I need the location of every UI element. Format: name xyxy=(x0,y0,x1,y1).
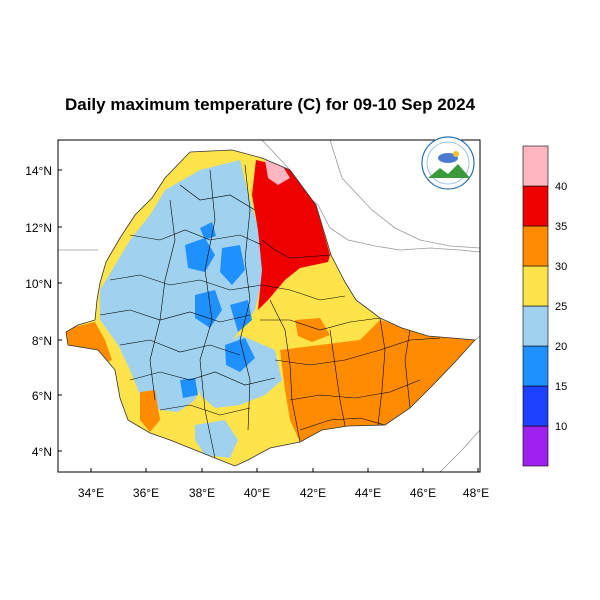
map-title: Daily maximum temperature (C) for 09-10 … xyxy=(64,95,476,114)
lon-label: 48°E xyxy=(463,486,489,500)
lon-label: 34°E xyxy=(78,486,104,500)
colorbar-box xyxy=(522,345,549,387)
lon-label: 42°E xyxy=(300,486,326,500)
colorbar-tick-label: 20 xyxy=(555,341,567,353)
colorbar-tick-label: 10 xyxy=(555,421,567,433)
lat-label: 6°N xyxy=(32,389,52,403)
lat-axis: 14°N 12°N 10°N 8°N 6°N 4°N xyxy=(25,164,62,459)
lon-label: 40°E xyxy=(244,486,270,500)
lon-label: 38°E xyxy=(189,486,215,500)
colorbar-box xyxy=(522,185,549,227)
colorbar-box xyxy=(522,425,549,467)
colorbar: 40 35 30 25 20 15 10 xyxy=(522,145,567,467)
lat-label: 8°N xyxy=(32,334,52,348)
colorbar-box xyxy=(522,225,549,267)
lat-label: 10°N xyxy=(25,277,52,291)
meteorology-agency-logo xyxy=(421,136,475,190)
colorbar-box xyxy=(522,265,549,307)
colorbar-tick-label: 25 xyxy=(555,301,567,313)
colorbar-box xyxy=(522,145,549,187)
colorbar-tick-label: 35 xyxy=(555,221,567,233)
lat-label: 14°N xyxy=(25,164,52,178)
colorbar-box xyxy=(522,305,549,347)
lat-label: 4°N xyxy=(32,445,52,459)
colorbar-box xyxy=(522,385,549,427)
country-outline xyxy=(65,149,476,467)
lon-label: 46°E xyxy=(410,486,436,500)
colorbar-tick-label: 40 xyxy=(555,181,567,193)
colorbar-tick-label: 30 xyxy=(555,261,567,273)
lon-label: 44°E xyxy=(355,486,381,500)
lat-label: 12°N xyxy=(25,221,52,235)
colorbar-tick-label: 15 xyxy=(555,381,567,393)
region-boundaries xyxy=(99,164,441,459)
lon-label: 36°E xyxy=(133,486,159,500)
plot-frame xyxy=(57,139,481,473)
lon-axis: 34°E 36°E 38°E 40°E 42°E 44°E 46°E 48°E xyxy=(78,468,489,500)
